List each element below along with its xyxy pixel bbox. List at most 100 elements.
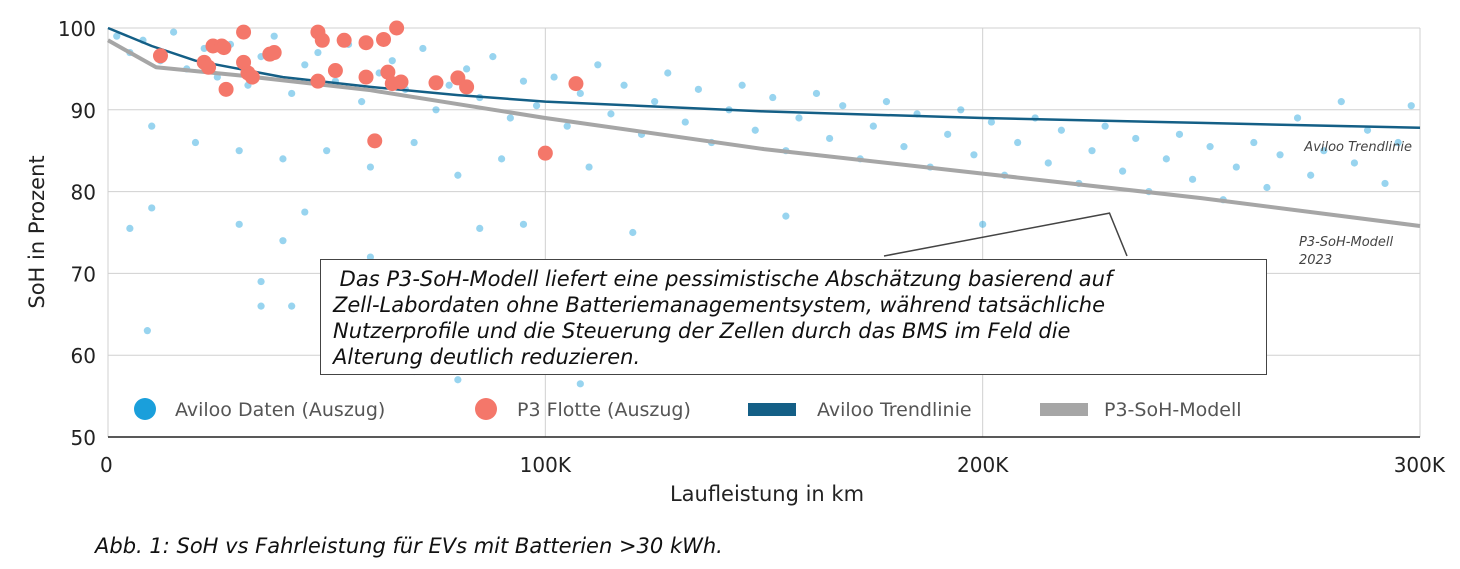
- aviloo-point: [957, 106, 965, 114]
- legend-label: P3-SoH-Modell: [1104, 399, 1242, 421]
- aviloo-point: [301, 61, 309, 69]
- aviloo-point: [1263, 183, 1271, 192]
- aviloo-point: [148, 122, 156, 130]
- aviloo-point: [1088, 147, 1096, 155]
- y-tick-label: 100: [58, 17, 96, 41]
- p3-point: [236, 24, 252, 40]
- y-tick-label: 60: [71, 344, 96, 368]
- aviloo-point: [314, 48, 322, 57]
- p3-point: [266, 45, 282, 61]
- aviloo-point: [432, 106, 440, 114]
- aviloo-point: [143, 327, 151, 335]
- aviloo-point: [970, 151, 978, 159]
- aviloo-point: [288, 302, 296, 310]
- p3-points: [152, 20, 584, 161]
- p3-model-label: P3-SoH-Modell: [1299, 235, 1394, 250]
- aviloo-point: [1101, 122, 1109, 130]
- aviloo-point: [1044, 159, 1052, 167]
- aviloo-point: [388, 57, 396, 65]
- figure-caption: Abb. 1: SoH vs Fahrleistung für EVs mit …: [95, 534, 723, 558]
- aviloo-point: [944, 130, 952, 138]
- legend-marker: [475, 398, 497, 420]
- aviloo-point: [826, 134, 834, 143]
- aviloo-point: [1381, 179, 1389, 188]
- aviloo-point: [563, 122, 571, 130]
- p3-point: [216, 40, 232, 56]
- x-tick-label: 200K: [957, 453, 1009, 477]
- y-tick-label: 80: [71, 181, 96, 205]
- aviloo-point: [476, 224, 484, 233]
- aviloo-point: [288, 89, 296, 98]
- p3-point: [358, 69, 374, 85]
- aviloo-point: [839, 102, 847, 110]
- aviloo-point: [1293, 114, 1302, 122]
- aviloo-point: [279, 155, 287, 163]
- aviloo-point: [519, 220, 528, 228]
- aviloo-point: [681, 118, 689, 126]
- legend-marker: [134, 398, 156, 420]
- y-axis-label: SoH in Prozent: [25, 155, 49, 308]
- aviloo-point: [1162, 155, 1170, 163]
- y-tick-label: 70: [71, 262, 96, 286]
- aviloo-point: [620, 81, 628, 89]
- aviloo-point: [869, 122, 877, 130]
- aviloo-point: [519, 77, 528, 85]
- annotation-line-2: Zell-Labordaten ohne Batteriemanagements…: [333, 293, 1105, 317]
- aviloo-point: [651, 98, 659, 106]
- aviloo-trendline-label: Aviloo Trendlinie: [1303, 140, 1412, 155]
- p3-point: [244, 69, 260, 85]
- p3-point: [327, 63, 343, 79]
- aviloo-point: [454, 171, 462, 179]
- aviloo-point: [1132, 134, 1140, 143]
- aviloo-point: [576, 380, 584, 388]
- aviloo-point: [769, 93, 777, 102]
- p3-point: [459, 79, 475, 95]
- grid: [107, 27, 1421, 438]
- aviloo-point: [987, 118, 996, 126]
- aviloo-point: [882, 98, 891, 106]
- aviloo-point: [498, 155, 506, 163]
- y-tick-label: 90: [71, 99, 96, 123]
- aviloo-point: [257, 302, 265, 310]
- legend-label: P3 Flotte (Auszug): [517, 399, 691, 421]
- aviloo-point: [301, 208, 309, 216]
- aviloo-point: [1363, 126, 1372, 134]
- legend-label: Aviloo Daten (Auszug): [175, 399, 385, 421]
- aviloo-point: [812, 89, 821, 98]
- legend: Aviloo Daten (Auszug) P3 Flotte (Auszug) A…: [134, 398, 1242, 421]
- aviloo-point: [694, 85, 703, 93]
- aviloo-point: [1307, 171, 1315, 179]
- aviloo-point: [366, 163, 374, 171]
- annotation-callout: [883, 212, 1128, 257]
- aviloo-point: [1320, 147, 1328, 155]
- p3-point: [568, 76, 584, 92]
- legend-label: Aviloo Trendlinie: [817, 399, 972, 421]
- callout-pointer: [883, 212, 1128, 257]
- aviloo-point: [585, 163, 593, 171]
- aviloo-point: [148, 204, 156, 212]
- annotation-box: Das P3-SoH-Modell liefert eine pessimist…: [320, 259, 1267, 375]
- aviloo-point: [979, 220, 987, 228]
- aviloo-point: [454, 376, 462, 384]
- y-tick-label: 50: [71, 426, 96, 450]
- aviloo-point: [1394, 138, 1402, 147]
- axes: 50 60 70 80 90 100 0 100K 200K 300K Laufleistung i…: [25, 17, 1446, 506]
- aviloo-point: [1407, 102, 1415, 110]
- aviloo-point: [782, 212, 790, 220]
- aviloo-trendline: [107, 26, 1421, 130]
- aviloo-point: [751, 126, 759, 134]
- aviloo-point: [191, 138, 200, 147]
- aviloo-point: [323, 147, 331, 155]
- p3-point: [367, 133, 383, 149]
- aviloo-point: [1276, 151, 1284, 159]
- aviloo-point: [1188, 175, 1197, 183]
- aviloo-point: [532, 102, 541, 110]
- p3-point: [389, 20, 405, 36]
- aviloo-point: [410, 138, 418, 147]
- aviloo-point: [235, 220, 243, 228]
- aviloo-point: [1119, 167, 1127, 175]
- aviloo-point: [419, 44, 427, 53]
- aviloo-point: [576, 89, 584, 98]
- p3-point: [201, 59, 217, 75]
